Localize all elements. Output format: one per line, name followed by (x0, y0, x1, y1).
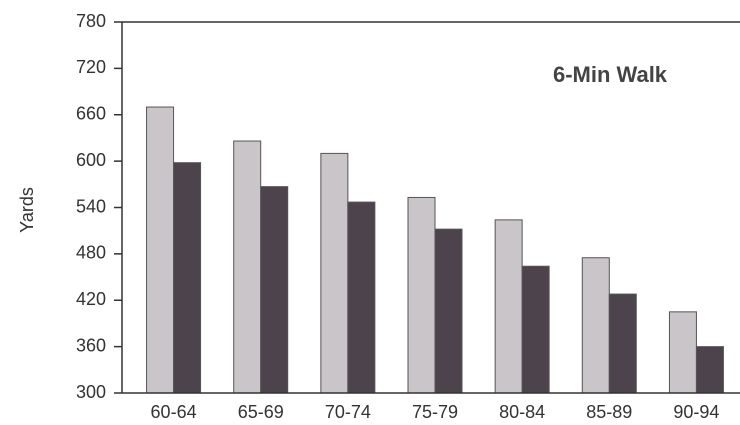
bar (320, 152, 349, 394)
y-tick-label: 360 (76, 335, 106, 355)
chart-title: 6-Min Walk (553, 62, 668, 87)
bar (494, 219, 523, 394)
x-tick-label: 85-89 (586, 402, 632, 422)
x-tick-label: 80-84 (499, 402, 545, 422)
y-tick-label: 660 (76, 104, 106, 124)
bar (146, 106, 175, 394)
x-tick-label: 70-74 (325, 402, 371, 422)
y-tick-label: 720 (76, 57, 106, 77)
x-tick-label: 60-64 (151, 402, 197, 422)
x-tick-label: 90-94 (673, 402, 719, 422)
bar (608, 293, 637, 394)
bar (347, 201, 376, 394)
bar (233, 140, 262, 394)
y-tick-label: 600 (76, 150, 106, 170)
bar (407, 196, 436, 394)
x-tick-label: 65-69 (238, 402, 284, 422)
bar (521, 265, 550, 394)
bar (260, 186, 289, 394)
bar (434, 228, 463, 394)
bar (668, 311, 697, 394)
y-tick-label: 420 (76, 289, 106, 309)
bar (581, 257, 610, 394)
y-axis-label: Yards (17, 187, 37, 233)
x-tick-label: 75-79 (412, 402, 458, 422)
y-tick-label: 780 (76, 11, 106, 31)
bar (695, 346, 724, 394)
y-tick-label: 540 (76, 196, 106, 216)
y-tick-label: 480 (76, 243, 106, 263)
bar (173, 162, 202, 394)
y-tick-label: 300 (76, 382, 106, 402)
